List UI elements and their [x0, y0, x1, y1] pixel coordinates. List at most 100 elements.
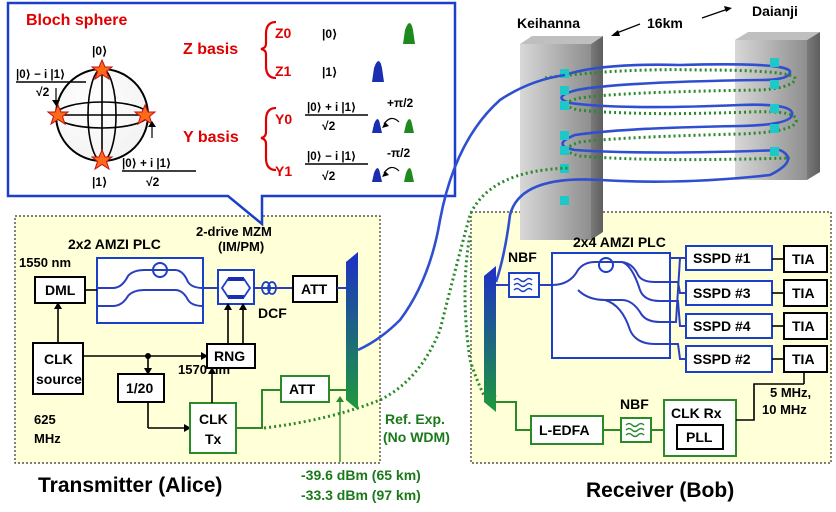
ref-exp-label-2: (No WDM) — [383, 429, 450, 445]
alice-amzi-label: 2x2 AMZI PLC — [68, 236, 161, 252]
y1-label: Y1 — [275, 163, 292, 179]
dml-box — [34, 276, 86, 304]
clk-source-box — [32, 342, 84, 395]
z-basis-brace — [260, 20, 277, 80]
y0-pulse-green-icon — [404, 119, 414, 133]
bloch-left-denominator: √2 — [36, 85, 50, 99]
ref-exp-label-1: Ref. Exp. — [385, 411, 445, 427]
sspd-1-label: SSPD #1 — [693, 250, 751, 266]
z-basis-label: Z basis — [183, 41, 238, 58]
bob-nbf2-label: NBF — [620, 396, 649, 412]
pll-box — [676, 424, 724, 450]
fiber-alice-to-tower — [357, 73, 566, 352]
y1-phase: -π/2 — [387, 146, 411, 160]
y1-pulse-blue-icon — [372, 168, 382, 182]
dml-label: DML — [45, 282, 76, 298]
nbf1-box — [508, 272, 540, 298]
dcf-label: DCF — [258, 305, 287, 321]
alice-wavelength-2: 1570 nm — [178, 362, 230, 377]
site-distance: 16km — [647, 15, 683, 31]
alice-freq-1: 625 — [34, 412, 56, 427]
alice-mzm-label-2: (IM/PM) — [218, 239, 264, 254]
bob-caption: Receiver (Bob) — [586, 479, 734, 502]
y0-phase: +π/2 — [387, 96, 414, 110]
att1-label: ATT — [301, 281, 328, 297]
clk-source-label-1: CLK — [44, 351, 73, 367]
nbf2-filter-icon — [625, 422, 645, 438]
ref-exp-path — [263, 166, 571, 430]
alice-mzm-label-1: 2-drive MZM — [196, 224, 272, 239]
nbf1-filter-icon — [513, 277, 533, 293]
star-left-icon — [46, 103, 70, 126]
sspd-4-label: SSPD #4 — [693, 318, 751, 334]
y0-label: Y0 — [275, 111, 292, 127]
clk-source-label-2: source — [36, 371, 82, 387]
alice-wavelength-1: 1550 nm — [19, 255, 71, 270]
ledfa-label: L-EDFA — [539, 422, 590, 438]
z1-state: |1⟩ — [322, 65, 338, 79]
bob-amzi-label: 2x4 AMZI PLC — [573, 234, 666, 250]
bob-freq-2: 10 MHz — [762, 402, 807, 417]
clk-rx-label: CLK Rx — [671, 405, 722, 421]
star-bottom-icon — [90, 148, 114, 171]
z1-pulse-icon — [372, 61, 384, 82]
z1-label: Z1 — [275, 63, 292, 79]
att2-label: ATT — [289, 381, 316, 397]
bloch-right-denominator: √2 — [146, 175, 160, 189]
bob-amzi-plc — [551, 252, 671, 359]
alice-caption: Transmitter (Alice) — [38, 474, 222, 497]
y-basis-brace — [260, 106, 277, 172]
alice-mzm — [217, 269, 255, 305]
y-basis-label: Y basis — [183, 129, 239, 146]
ledfa-box — [530, 415, 604, 445]
y1-pulse-green-icon — [404, 168, 414, 182]
power-label-2: -33.3 dBm (97 km) — [301, 487, 421, 503]
power-label-1: -39.6 dBm (65 km) — [301, 467, 421, 483]
sspd-2-label: SSPD #2 — [693, 351, 751, 367]
bloch-state-left: |0⟩ − i |1⟩ √2 — [16, 69, 86, 106]
y1-numerator: |0⟩ − i |1⟩ — [307, 151, 356, 163]
divider-box — [117, 373, 165, 403]
tia-1-label: TIA — [792, 251, 815, 267]
tia-4-label: TIA — [792, 351, 815, 367]
clk-tx-label-2: Tx — [205, 431, 222, 447]
fiber-tower-to-bob — [494, 148, 790, 283]
star-top-icon — [90, 58, 114, 81]
bloch-state-right: |0⟩ + i |1⟩ √2 — [122, 121, 196, 189]
bloch-state-bottom: |1⟩ — [92, 175, 108, 189]
y0-pulse-blue-icon — [372, 119, 382, 133]
tower-daianji — [735, 32, 820, 180]
rng-box — [206, 343, 256, 369]
bloch-state-top: |0⟩ — [92, 44, 108, 58]
tia-3-label: TIA — [792, 318, 815, 334]
clk-tx-label-1: CLK — [199, 411, 228, 427]
bloch-left-numerator: |0⟩ − i |1⟩ — [16, 69, 65, 81]
bloch-state-stars — [46, 58, 157, 171]
bloch-sphere — [55, 68, 149, 162]
alice-wdm — [346, 252, 358, 410]
bloch-callout — [6, 1, 457, 227]
nbf2-box — [620, 417, 652, 443]
alice-freq-2: MHz — [34, 431, 61, 446]
bloch-right-numerator: |0⟩ + i |1⟩ — [122, 158, 171, 170]
z0-state: |0⟩ — [322, 27, 338, 41]
z0-pulse-icon — [403, 23, 415, 44]
y1-denominator: √2 — [322, 169, 336, 183]
att1-box — [292, 275, 338, 303]
bob-wdm — [484, 266, 496, 412]
divider-label: 1/20 — [126, 380, 153, 396]
sspd-3-label: SSPD #3 — [693, 285, 751, 301]
bob-nbf1-label: NBF — [508, 249, 537, 265]
y0-denominator: √2 — [322, 119, 336, 133]
z0-label: Z0 — [275, 25, 292, 41]
site-keihanna: Keihanna — [517, 15, 580, 31]
pll-label: PLL — [686, 429, 713, 445]
tia-2-label: TIA — [792, 285, 815, 301]
bob-freq-1: 5 MHz, — [770, 385, 811, 400]
star-right-icon — [133, 103, 157, 126]
site-daianji: Daianji — [752, 3, 798, 19]
bloch-title: Bloch sphere — [26, 12, 127, 29]
alice-amzi-plc — [96, 257, 204, 324]
y0-numerator: |0⟩ + i |1⟩ — [307, 102, 356, 114]
